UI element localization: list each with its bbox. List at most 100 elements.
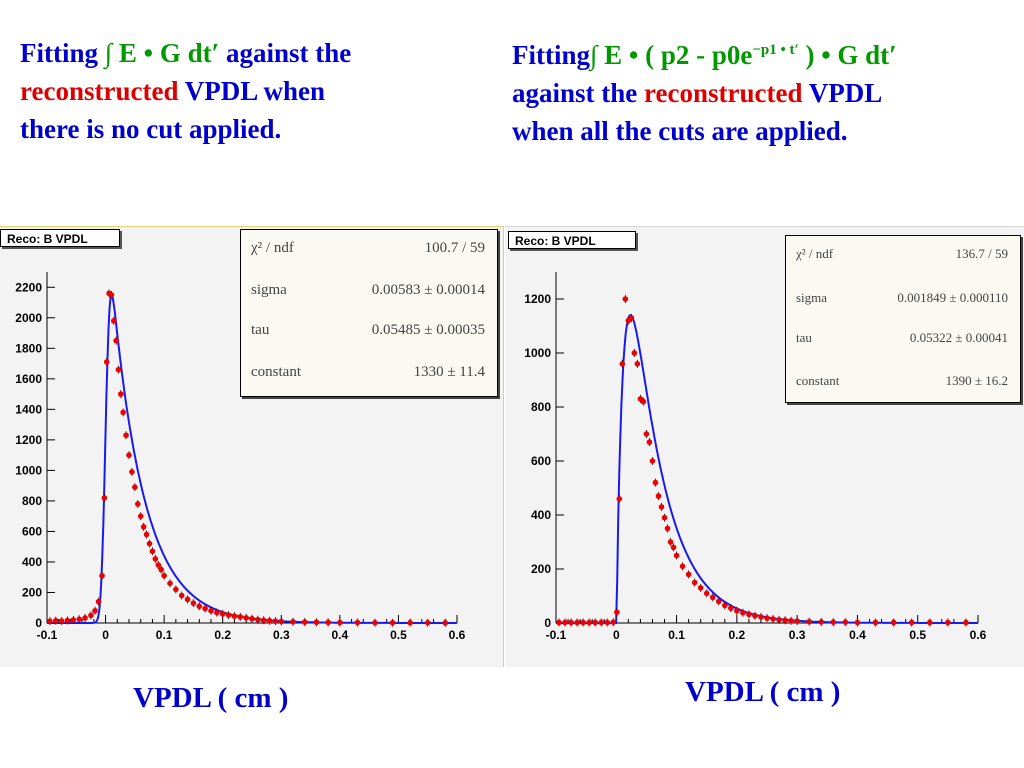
x-tick-label: 0.3 <box>789 628 806 642</box>
data-point <box>101 495 108 501</box>
plot-frame: -0.1 0 0.1 0.2 0.3 0.4 0.5 0.602004006008001000… <box>524 272 987 642</box>
data-point <box>794 618 800 624</box>
plot-frame: -0.1 0 0.1 0.2 0.3 0.4 0.5 0.602004006008001000… <box>15 272 466 642</box>
caption-left: Fitting ∫ E • G dt′ against the reconstr… <box>20 34 480 148</box>
data-point <box>123 432 129 439</box>
data-point <box>424 619 431 626</box>
x-tick-label: 0.3 <box>273 628 290 642</box>
data-point <box>963 619 969 626</box>
data-point <box>610 619 617 625</box>
caption-right-against: against the <box>512 78 638 108</box>
data-point <box>556 619 562 626</box>
data-point <box>118 391 124 397</box>
data-point <box>82 615 88 621</box>
stats-chi2-label: χ² / ndf <box>251 240 294 256</box>
data-point <box>664 525 671 532</box>
data-point <box>685 571 692 578</box>
data-point <box>854 619 861 626</box>
data-point <box>890 619 897 626</box>
data-point <box>58 618 65 624</box>
caption-left-vpdl-when: VPDL when <box>184 76 326 106</box>
x-tick-label: 0.4 <box>849 628 866 642</box>
caption-right-formula-a: ∫ E • ( p2 - p0e <box>590 40 753 70</box>
x-tick-label: 0.6 <box>449 628 466 642</box>
data-point <box>47 618 53 624</box>
data-point <box>709 594 716 601</box>
data-point <box>697 585 704 591</box>
x-tick-label: 0 <box>102 628 109 642</box>
data-point <box>152 556 159 562</box>
caption-right-vpdl: VPDL <box>808 78 883 108</box>
x-tick-label: -0.1 <box>37 628 58 642</box>
data-point <box>673 552 680 559</box>
data-point <box>255 616 261 623</box>
data-point <box>202 605 208 612</box>
y-tick-label: 1000 <box>524 346 551 360</box>
histogram-title-right: Reco: B VPDL <box>508 231 636 249</box>
data-point <box>313 619 320 626</box>
y-tick-label: 600 <box>531 454 551 468</box>
data-point <box>115 366 122 373</box>
x-tick-label: 0.1 <box>668 628 685 642</box>
data-point <box>173 586 179 593</box>
caption-right-formula: ∫ E • ( p2 - p0e−p1 • t′ ) • G dt′ <box>590 40 897 70</box>
x-tick-label: 0 <box>613 628 620 642</box>
caption-left-against: against the <box>225 38 352 68</box>
data-point <box>231 613 238 619</box>
data-point <box>643 431 650 437</box>
data-point <box>722 602 728 609</box>
data-point <box>126 452 132 458</box>
stats-param-name: sigma <box>796 290 828 305</box>
data-point <box>640 398 647 405</box>
data-point <box>196 603 203 610</box>
data-point <box>158 566 165 573</box>
data-point <box>782 617 788 624</box>
data-point <box>715 598 722 605</box>
x-tick-label: 0.5 <box>390 628 407 642</box>
x-tick-label: 0.1 <box>156 628 173 642</box>
data-point <box>562 619 568 626</box>
data-point <box>788 618 794 624</box>
y-tick-label: 1000 <box>15 463 42 477</box>
caption-right: Fitting∫ E • ( p2 - p0e−p1 • t′ ) • G dt… <box>512 36 1022 150</box>
y-tick-label: 800 <box>22 494 42 508</box>
data-points <box>556 295 969 627</box>
y-tick-label: 400 <box>22 555 42 569</box>
data-point <box>908 619 915 626</box>
data-point <box>129 469 135 475</box>
data-point <box>354 619 361 626</box>
data-point <box>95 598 102 605</box>
data-point <box>691 579 698 586</box>
data-point <box>655 493 662 499</box>
data-point <box>132 484 138 490</box>
stats-chi2-value: 100.7 / 59 <box>424 240 485 256</box>
data-point <box>580 619 586 626</box>
x-tick-label: 0.5 <box>909 628 926 642</box>
data-point <box>830 619 837 625</box>
y-tick-label: 1600 <box>15 372 42 386</box>
data-points <box>47 289 449 627</box>
y-tick-label: 600 <box>22 524 42 538</box>
data-point <box>818 619 825 625</box>
x-tick-label: 0.2 <box>729 628 746 642</box>
y-tick-label: 200 <box>22 585 42 599</box>
data-point <box>113 337 119 344</box>
x-tick-label: 0.6 <box>970 628 987 642</box>
data-point <box>945 619 951 626</box>
data-point <box>52 617 59 624</box>
data-point <box>574 619 580 626</box>
data-point <box>155 562 162 568</box>
data-point <box>99 572 105 579</box>
data-point <box>634 361 641 367</box>
fit-stats-box-left: χ² / ndf 100.7 / 59 sigma 0.00583 ± 0.00… <box>240 229 498 397</box>
y-tick-label: 800 <box>531 400 551 414</box>
stats-param-name: tau <box>251 322 270 338</box>
stats-param-value: 0.00583 ± 0.00014 <box>371 282 485 298</box>
data-point <box>88 612 94 619</box>
data-point <box>667 539 674 545</box>
data-point <box>161 572 167 579</box>
data-point <box>219 611 226 617</box>
histogram-title-left: Reco: B VPDL <box>0 229 120 247</box>
caption-right-formula-b: ) • G dt′ <box>798 40 897 70</box>
data-point <box>372 619 378 626</box>
